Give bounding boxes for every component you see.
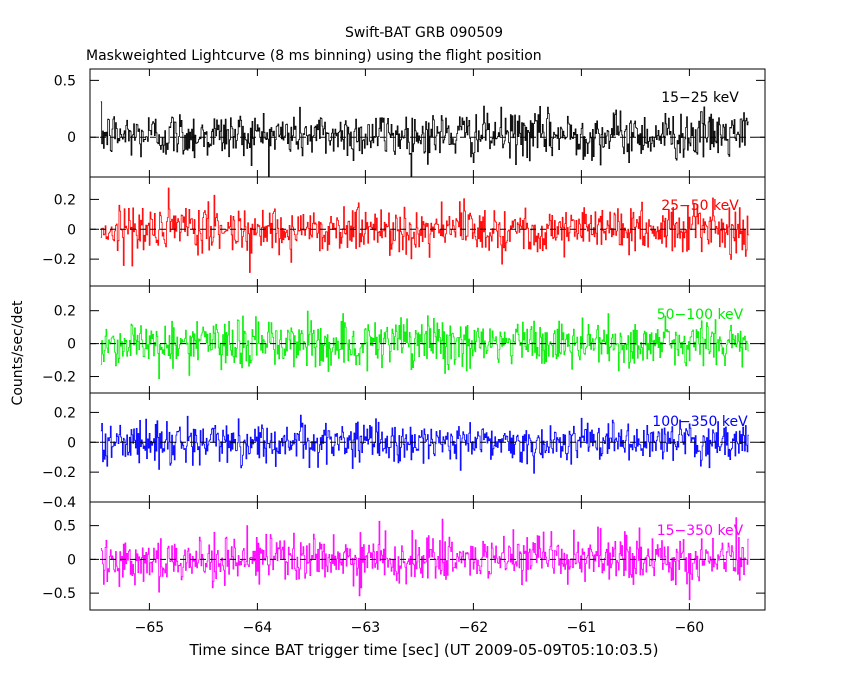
legend-label-2: 25−50 keV <box>661 198 739 214</box>
y-tick-label: 0.2 <box>54 192 76 208</box>
x-axis-label: Time since BAT trigger time [sec] (UT 20… <box>189 641 659 659</box>
legend-label-5: 15−350 keV <box>657 523 744 539</box>
y-tick-label: −0.4 <box>42 495 76 511</box>
y-tick-label: 0 <box>67 222 76 238</box>
series-line-5 <box>100 517 749 601</box>
x-tick-label: −62 <box>459 620 489 636</box>
y-tick-label: −0.2 <box>42 465 76 481</box>
chart-title: Swift-BAT GRB 090509 <box>345 25 503 41</box>
chart-subtitle: Maskweighted Lightcurve (8 ms binning) u… <box>86 48 542 64</box>
panel-2: −0.2 0 0.2 25−50 keV <box>42 176 766 287</box>
y-tick-label: 0 <box>67 552 76 568</box>
series-line-2 <box>100 187 749 273</box>
series-line-4 <box>100 414 749 474</box>
y-tick-label: −0.2 <box>42 370 76 386</box>
panel-5: −0.5 0 0.5 15−350 keV <box>42 501 766 611</box>
y-tick-label: 0.5 <box>54 73 76 89</box>
y-tick-label: 0 <box>67 435 76 451</box>
legend-label-3: 50−100 keV <box>657 307 744 323</box>
x-tick-label: −60 <box>675 620 705 636</box>
x-tick-label: −61 <box>567 620 597 636</box>
y-tick-label: 0 <box>67 130 76 146</box>
y-tick-label: 0.5 <box>54 519 76 535</box>
x-tick-label: −63 <box>351 620 381 636</box>
y-axis-label: Counts/sec/det <box>10 300 26 405</box>
panel-3: −0.2 0 0.2 50−100 keV <box>42 285 766 394</box>
series-line-1 <box>100 101 749 178</box>
series-line-3 <box>100 310 749 380</box>
x-tick-label: −64 <box>243 620 273 636</box>
panel-4: −0.4 −0.2 0 0.2 100−350 keV <box>42 392 766 511</box>
panels-group: 0 0.5 15−25 keV −0.2 0 0.2 25−50 keV −0.2 0 0.2 50… <box>42 68 766 636</box>
y-tick-label: 0.2 <box>54 405 76 421</box>
legend-label-1: 15−25 keV <box>661 90 739 106</box>
y-tick-label: −0.5 <box>42 586 76 602</box>
x-tick-label: −65 <box>135 620 165 636</box>
panel-frame-5 <box>89 501 766 611</box>
panel-1: 0 0.5 15−25 keV <box>54 68 766 178</box>
y-tick-label: −0.2 <box>42 252 76 268</box>
y-tick-label: 0 <box>67 337 76 353</box>
y-tick-label: 0.2 <box>54 304 76 320</box>
legend-label-4: 100−350 keV <box>652 414 748 430</box>
